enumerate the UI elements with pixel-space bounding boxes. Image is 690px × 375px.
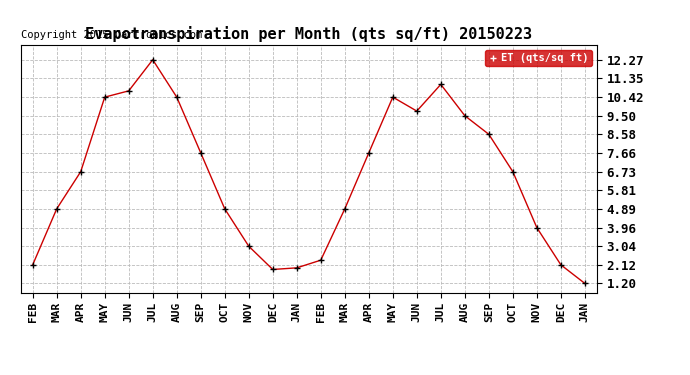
Title: Evapotranspiration per Month (qts sq/ft) 20150223: Evapotranspiration per Month (qts sq/ft)… [85,27,533,42]
Legend: ET (qts/sq ft): ET (qts/sq ft) [485,50,591,66]
Text: Copyright 2015 Cartronics.com: Copyright 2015 Cartronics.com [21,30,202,40]
